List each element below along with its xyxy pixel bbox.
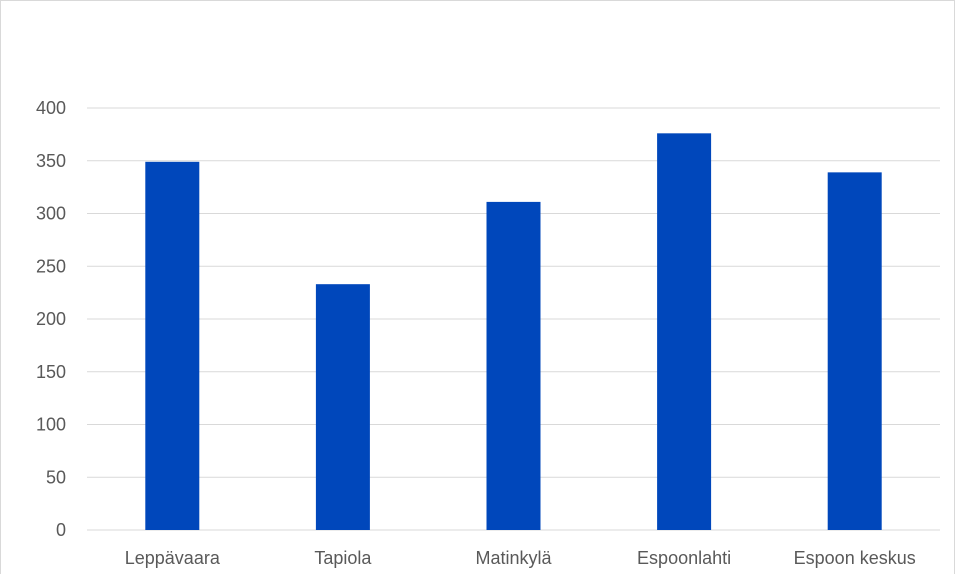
bar-espoonlahti [657, 133, 712, 530]
y-tick-label: 0 [56, 520, 66, 540]
x-axis-category-labels: Leppävaara Tapiola Matinkylä Espoonlahti Esp… [125, 548, 916, 568]
bar-matinkylä [486, 201, 541, 530]
y-tick-label: 200 [36, 309, 66, 329]
x-category-label: Leppävaara [125, 548, 221, 568]
x-category-label: Matinkylä [475, 548, 552, 568]
y-tick-label: 150 [36, 362, 66, 382]
y-tick-label: 400 [36, 98, 66, 118]
bar-espoon-keskus [827, 172, 882, 531]
y-tick-label: 50 [46, 467, 66, 487]
y-tick-label: 100 [36, 415, 66, 435]
bar-leppävaara [145, 161, 200, 530]
bar-tapiola [315, 284, 370, 530]
y-axis-tick-labels: 0 50 100 150 200 250 300 350 400 [36, 98, 66, 540]
bars [145, 133, 882, 531]
x-category-label: Tapiola [314, 548, 372, 568]
x-category-label: Espoon keskus [794, 548, 916, 568]
x-category-label: Espoonlahti [637, 548, 731, 568]
y-tick-label: 350 [36, 151, 66, 171]
y-tick-label: 250 [36, 256, 66, 276]
y-tick-label: 300 [36, 204, 66, 224]
